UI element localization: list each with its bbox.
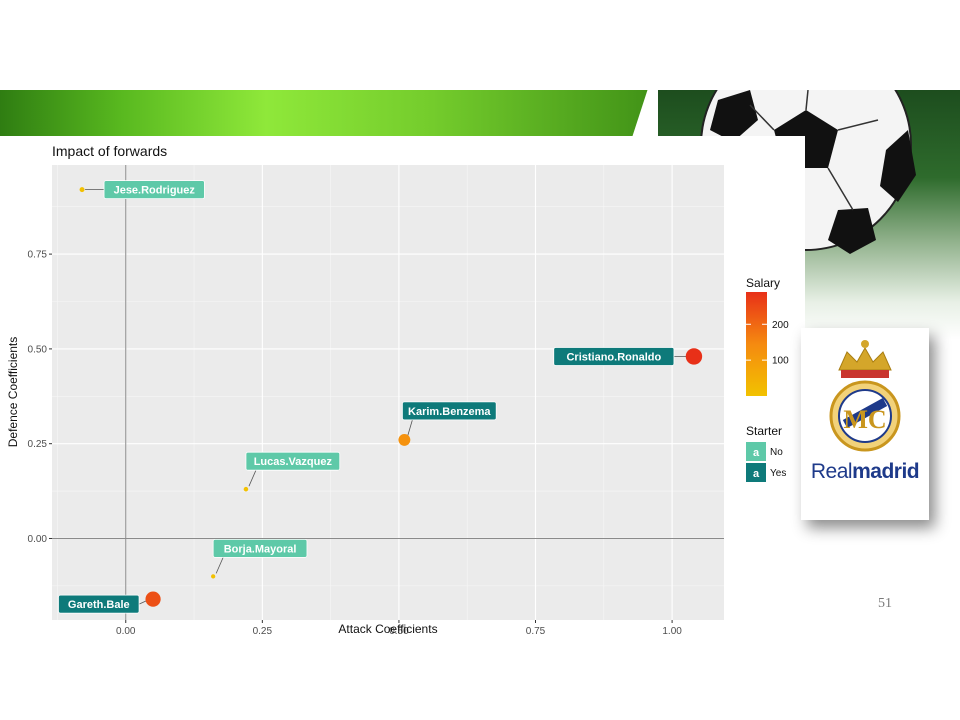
legend-salary-colorbar	[746, 292, 767, 396]
data-point-borja-mayoral	[211, 574, 216, 579]
legend-starter-no-label: No	[770, 447, 783, 458]
y-axis-title: Defence Coefficients	[6, 337, 20, 448]
chart-title: Impact of forwards	[52, 143, 167, 159]
point-label: Jese.Rodriguez	[114, 185, 196, 197]
y-tick-label: 0.75	[28, 250, 48, 261]
label-connector	[215, 557, 224, 574]
real-madrid-logo-card: MC Realmadrid	[801, 328, 929, 520]
point-label-box	[103, 180, 205, 200]
legend-starter-yes-key	[746, 463, 766, 482]
crest-icon: MC	[829, 340, 901, 452]
point-label-box	[553, 347, 675, 366]
point-label: Gareth.Bale	[68, 599, 130, 611]
point-label-box	[58, 594, 140, 614]
label-connector	[407, 419, 413, 438]
legend-starter-no-key	[746, 442, 766, 461]
x-tick-label: 0.75	[526, 626, 546, 636]
x-axis-title: Attack Coefficients	[338, 622, 437, 636]
legend-salary-breaks: 100 200	[746, 320, 789, 367]
data-point-gareth-bale	[145, 591, 161, 607]
data-point-karim-benzema	[398, 433, 411, 446]
legend-starter-title: Starter	[746, 424, 782, 438]
point-label-box	[245, 451, 341, 471]
logo-wordmark: Realmadrid	[810, 460, 920, 483]
legend-starter-no-glyph: a	[753, 447, 760, 459]
axis-ticks: 0.00 0.25 0.50 0.75 1.00 0.00 0.25 0.50 0.75	[28, 250, 683, 636]
x-tick-label: 0.00	[116, 626, 136, 636]
svg-text:MC: MC	[843, 405, 886, 434]
y-tick-label: 0.00	[28, 534, 48, 545]
legend-salary-title: Salary	[746, 276, 780, 290]
y-tick-label: 0.50	[28, 344, 48, 355]
point-label: Karim.Benzema	[408, 406, 491, 418]
page-number: 51	[878, 596, 892, 611]
legend-starter-yes-label: Yes	[770, 468, 786, 479]
point-label: Cristiano.Ronaldo	[566, 351, 661, 363]
salary-break-label: 200	[772, 320, 789, 331]
x-tick-label: 0.25	[253, 626, 273, 636]
data-points: Jese.Rodriguez Cristiano.Ronaldo Karim.Ben…	[58, 180, 703, 614]
point-label-box	[212, 538, 308, 558]
data-point-jese-rodriguez	[79, 187, 85, 193]
grid-lines	[52, 165, 724, 620]
data-point-lucas-vazquez	[243, 486, 249, 492]
point-label-box	[401, 401, 497, 421]
scatter-chart: Impact of forwards 0.00 0.25 0.50 0.75 1.000…	[6, 143, 789, 636]
salary-break-label: 100	[772, 356, 789, 367]
label-connector	[248, 470, 257, 487]
point-label: Borja.Mayoral	[224, 543, 297, 555]
green-header-banner	[0, 90, 665, 136]
legend-starter-yes-glyph: a	[753, 468, 760, 480]
plot-panel	[52, 165, 724, 620]
data-point-cristiano-ronaldo	[685, 348, 703, 365]
point-label: Lucas.Vazquez	[254, 456, 333, 468]
x-tick-label: 1.00	[662, 626, 682, 636]
x-tick-label: 0.50	[389, 626, 409, 636]
y-tick-label: 0.25	[28, 439, 48, 450]
